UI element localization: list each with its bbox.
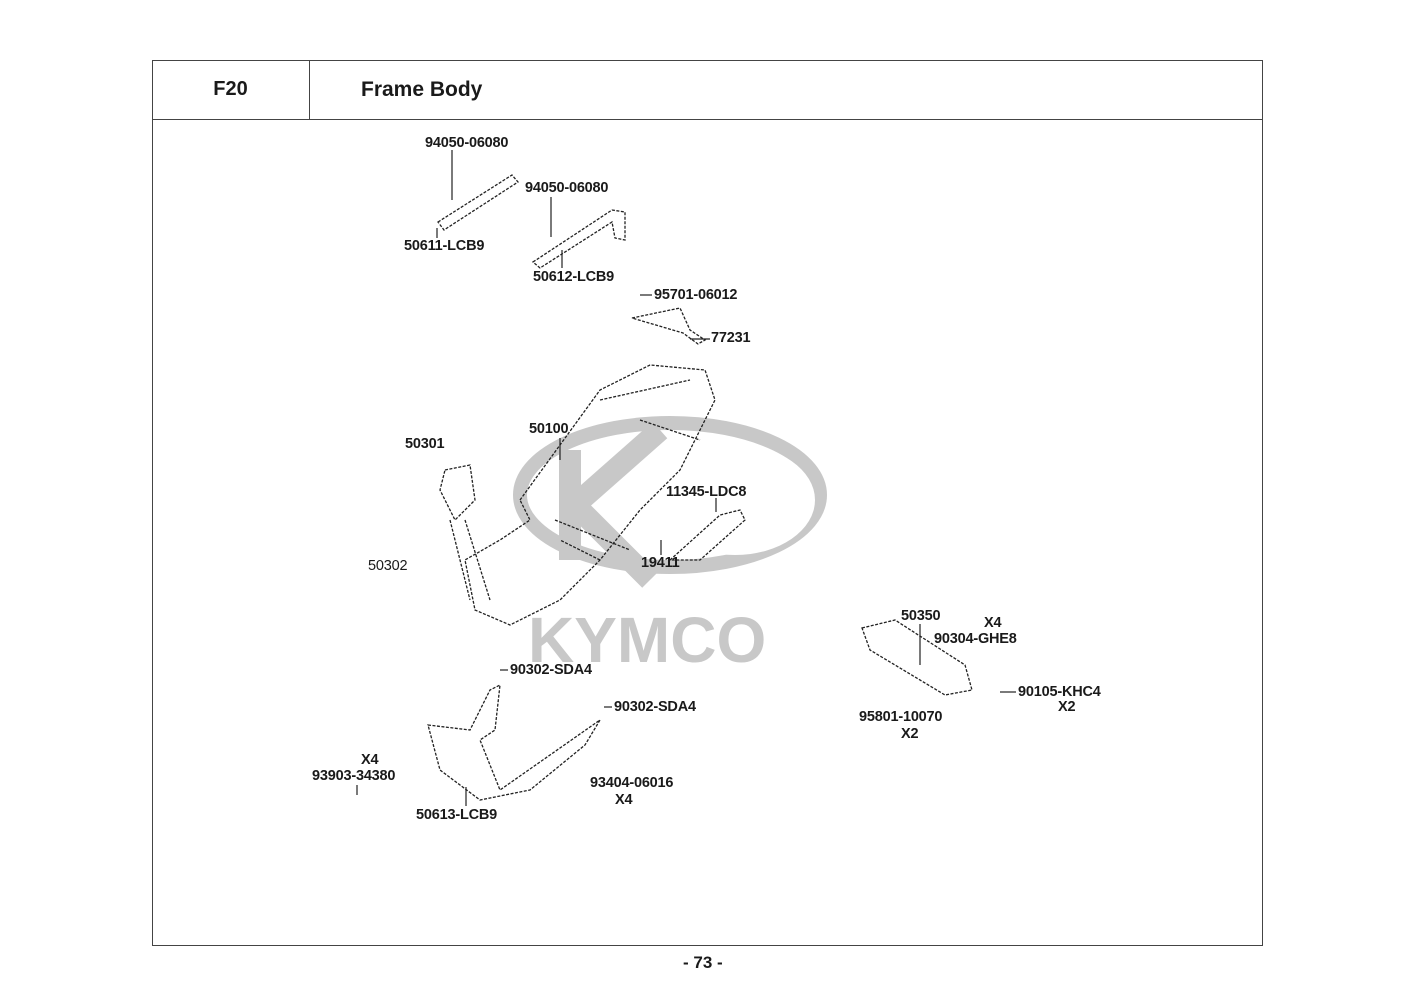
part-label: 19411 <box>641 555 680 571</box>
part-label: 50301 <box>405 436 445 452</box>
part-label: 50302 <box>368 558 408 574</box>
watermark-text: KYMCO <box>528 604 766 676</box>
part-label: 50613-LCB9 <box>416 807 498 823</box>
diagram-frame <box>152 60 1263 946</box>
part-label: 90105-KHC4 <box>1018 684 1101 700</box>
head-pipe <box>439 464 491 601</box>
main-frame <box>464 364 716 626</box>
header-divider <box>310 119 1263 120</box>
part-label: 94050-06080 <box>425 135 509 151</box>
floor-cover <box>427 683 601 801</box>
part-label: 90304-GHE8 <box>934 631 1017 647</box>
engine-hanger <box>861 619 973 696</box>
rear-bracket-right <box>531 209 626 269</box>
page-number: - 73 - <box>683 953 723 972</box>
pipe-11345 <box>668 509 746 561</box>
section-code: F20 <box>152 60 310 120</box>
quantity-label: X4 <box>984 615 1002 631</box>
part-label: 50100 <box>529 421 569 437</box>
part-label: 50611-LCB9 <box>404 238 485 254</box>
part-label: 90302-SDA4 <box>510 662 592 678</box>
part-label: 50350 <box>901 608 941 624</box>
quantity-label: X2 <box>1058 699 1076 715</box>
part-label: 90302-SDA4 <box>614 699 696 715</box>
kymco-watermark-logo <box>513 416 827 588</box>
part-label: 95701-06012 <box>654 287 738 303</box>
part-label: 77231 <box>711 330 751 346</box>
part-label: 93903-34380 <box>312 768 396 784</box>
part-label: 94050-06080 <box>525 180 609 196</box>
quantity-label: X4 <box>361 752 379 768</box>
quantity-label: X4 <box>615 792 633 808</box>
rear-bracket-left <box>437 174 519 231</box>
part-label: 11345-LDC8 <box>666 484 747 500</box>
page-title: Frame Body <box>361 78 483 101</box>
quantity-label: X2 <box>901 726 919 742</box>
part-label: 93404-06016 <box>590 775 674 791</box>
part-label: 50612-LCB9 <box>533 269 615 285</box>
bracket-77231 <box>631 307 707 345</box>
part-label: 95801-10070 <box>859 709 943 725</box>
